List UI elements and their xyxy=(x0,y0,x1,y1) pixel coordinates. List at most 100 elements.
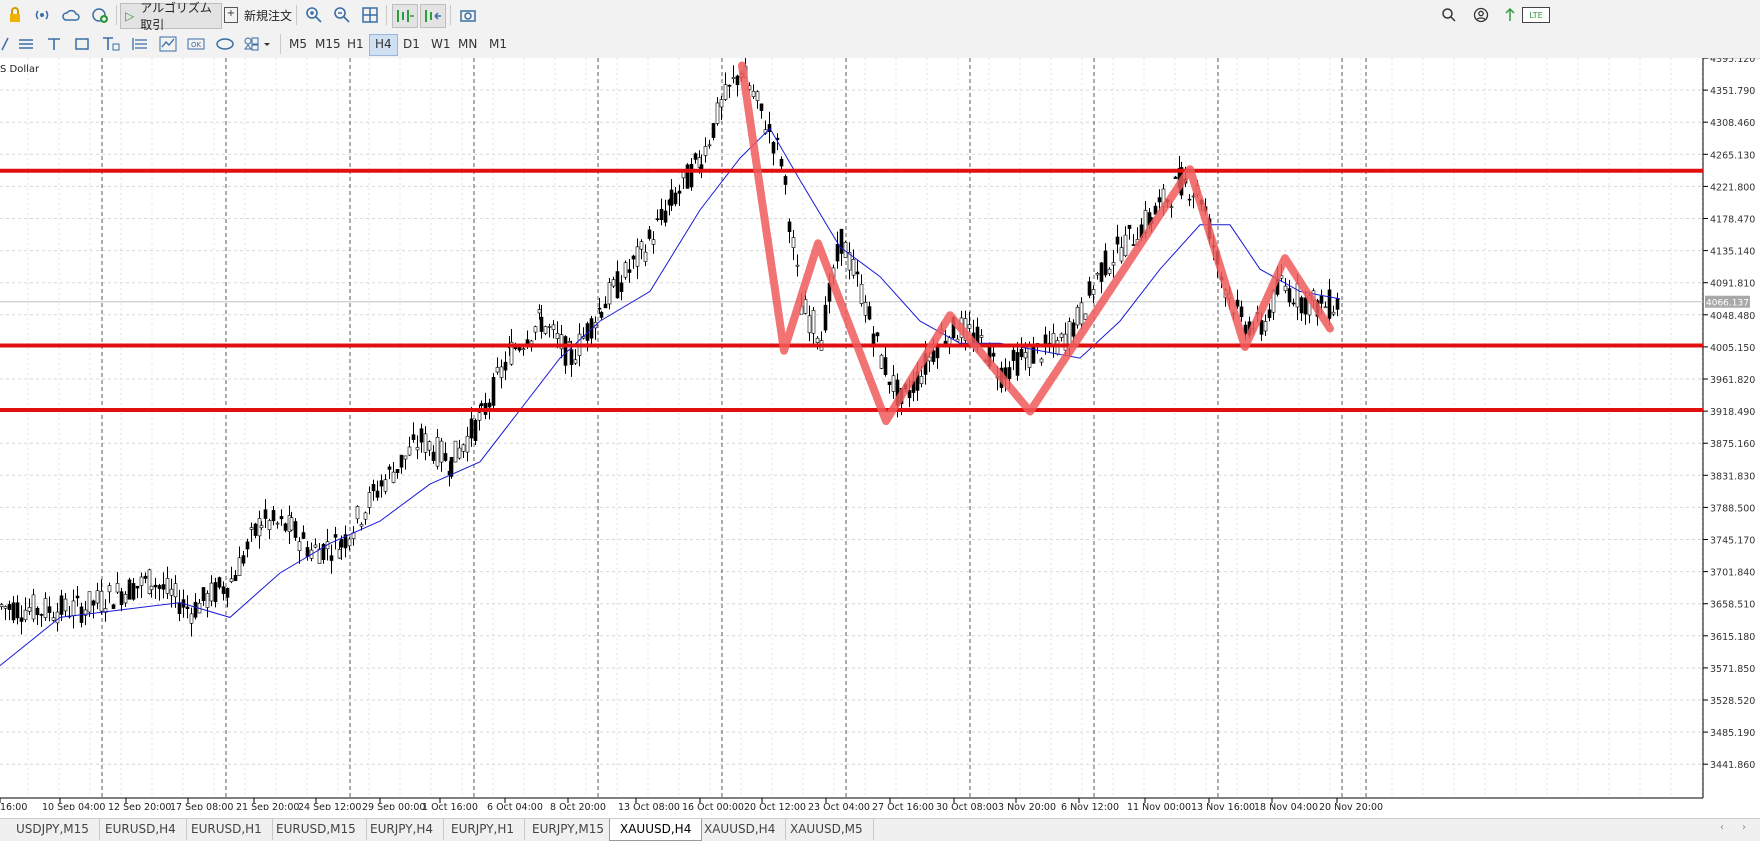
signal-icon[interactable] xyxy=(32,6,52,24)
time-axis-label: 20 Nov 20:00 xyxy=(1319,802,1383,810)
new-order-icon: + xyxy=(224,7,238,23)
price-axis-label: 4308.460 xyxy=(1710,118,1755,129)
price-axis-label: 4395.120 xyxy=(1710,58,1755,65)
price-axis-label: 4221.800 xyxy=(1710,182,1755,193)
chart-canvas[interactable]: 4395.120 4351.790 4308.460 4265.130 4221.800… xyxy=(0,58,1760,810)
price-axis-label: 3658.510 xyxy=(1710,600,1755,611)
time-axis-label: 6 Oct 04:00 xyxy=(487,802,543,810)
tab-eurjpy-m15[interactable]: EURJPY,M15 xyxy=(522,819,615,840)
tab-eurusd-h1[interactable]: EURUSD,H1 xyxy=(181,819,273,840)
zoom-out-icon[interactable] xyxy=(332,5,352,25)
price-axis-label: 3875.160 xyxy=(1710,439,1755,450)
search-icon[interactable] xyxy=(1440,6,1458,24)
time-axis-label: 8 Oct 20:00 xyxy=(550,802,606,810)
price-axis-label: 4005.150 xyxy=(1710,343,1755,354)
new-order-label: 新規注文 xyxy=(244,8,293,23)
grid-icon[interactable] xyxy=(360,5,380,25)
zoom-in-icon[interactable] xyxy=(304,5,324,25)
time-axis-label: 24 Sep 12:00 xyxy=(298,802,361,810)
battery-label: LTE xyxy=(1529,10,1543,20)
price-axis-label: 3961.820 xyxy=(1710,375,1755,386)
ok-button-icon[interactable]: OK xyxy=(186,36,206,52)
tab-xauusd-h4[interactable]: XAUUSD,H4 xyxy=(694,819,787,840)
ellipse-icon[interactable] xyxy=(214,35,236,53)
timeframe-h4[interactable]: H4 xyxy=(369,34,398,56)
time-axis-label: 6 Nov 12:00 xyxy=(1061,802,1119,810)
price-axis-label: 3745.170 xyxy=(1710,536,1755,547)
timeframe-mn[interactable]: MN xyxy=(458,37,478,51)
tab-xauusd-h4-active[interactable]: XAUUSD,H4 xyxy=(609,819,703,841)
current-price-label: 4066.137 xyxy=(1706,299,1749,309)
time-axis-label: 20 Oct 12:00 xyxy=(744,802,806,810)
tab-eurjpy-h4[interactable]: EURJPY,H4 xyxy=(360,819,445,840)
price-axis-label: 4351.790 xyxy=(1710,86,1755,97)
shapes-dropdown-icon[interactable] xyxy=(242,35,272,53)
cloud-icon[interactable] xyxy=(60,6,82,24)
autoscroll-icon[interactable] xyxy=(420,4,446,28)
rectangle-icon[interactable] xyxy=(72,35,92,53)
chart-tabs: USDJPY,M15 EURUSD,H4 EURUSD,H1 EURUSD,M1… xyxy=(0,818,1760,841)
timeframe-d1[interactable]: D1 xyxy=(403,37,420,51)
chart-shift-icon[interactable] xyxy=(392,4,418,28)
timeframe-m1[interactable]: M1 xyxy=(489,37,507,51)
lock-icon[interactable] xyxy=(6,6,24,24)
time-axis-label: 23 Oct 04:00 xyxy=(808,802,870,810)
time-axis-label: 13 Nov 16:00 xyxy=(1191,802,1255,810)
tab-scroll-left-icon[interactable]: ‹ xyxy=(1720,822,1724,833)
price-axis-label: 4265.130 xyxy=(1710,150,1755,161)
time-axis-label: 21 Sep 20:00 xyxy=(236,802,299,810)
price-axis-label: 3528.520 xyxy=(1710,696,1755,707)
tab-eurjpy-h1[interactable]: EURJPY,H1 xyxy=(441,819,526,840)
price-axis-label: 3485.190 xyxy=(1710,728,1755,739)
svg-text:OK: OK xyxy=(191,41,202,49)
new-order-button[interactable]: + 新規注文 xyxy=(224,3,292,27)
price-axis-label: 4091.810 xyxy=(1710,279,1755,290)
price-axis-label: 4178.470 xyxy=(1710,215,1755,226)
time-axis-label: 3 Nov 20:00 xyxy=(998,802,1056,810)
tab-eurusd-m15[interactable]: EURUSD,M15 xyxy=(266,819,367,840)
screenshot-icon[interactable] xyxy=(458,5,478,25)
horizontal-lines-icon[interactable] xyxy=(16,35,36,53)
tab-eurusd-h4[interactable]: EURUSD,H4 xyxy=(95,819,187,840)
timeframe-m5[interactable]: M5 xyxy=(289,37,307,51)
timeframe-w1[interactable]: W1 xyxy=(431,37,451,51)
algo-trading-button[interactable]: ▷ アルゴリズム取引 xyxy=(120,1,222,32)
price-axis-label: 3701.840 xyxy=(1710,568,1755,579)
timeframe-h1[interactable]: H1 xyxy=(347,37,364,51)
price-axis-label: 3571.850 xyxy=(1710,664,1755,675)
play-icon: ▷ xyxy=(125,9,135,23)
tab-usdjpy-m15[interactable]: USDJPY,M15 xyxy=(6,819,100,840)
time-axis-label: 30 Oct 08:00 xyxy=(936,802,998,810)
time-axis-label: 13 Oct 08:00 xyxy=(618,802,680,810)
price-axis-label: 3788.500 xyxy=(1710,503,1755,514)
drawing-toolbar: OK M5 M15 H1 H4 D1 W1 MN M1 xyxy=(0,30,1760,59)
chart-title: S Dollar xyxy=(0,64,40,75)
text-icon[interactable] xyxy=(44,35,64,53)
tab-xauusd-m5[interactable]: XAUUSD,M5 xyxy=(780,819,874,840)
connection-icon[interactable] xyxy=(1502,5,1518,25)
line-tool-icon[interactable] xyxy=(0,36,10,52)
time-axis-label: 29 Sep 00:00 xyxy=(362,802,425,810)
time-axis-label: 27 Oct 16:00 xyxy=(872,802,934,810)
timeframe-m15[interactable]: M15 xyxy=(315,37,341,51)
price-axis-label: 3615.180 xyxy=(1710,632,1755,643)
account-icon[interactable] xyxy=(1472,6,1490,24)
time-axis-label: 12 Sep 20:00 xyxy=(108,802,171,810)
price-axis-label: 3441.860 xyxy=(1710,760,1755,771)
price-axis-label: 4135.140 xyxy=(1710,247,1755,258)
time-axis-label: 1 Oct 16:00 xyxy=(422,802,478,810)
main-toolbar: ▷ アルゴリズム取引 + 新規注文 LTE xyxy=(0,0,1760,32)
indicator-icon[interactable] xyxy=(158,35,178,53)
globe-add-icon[interactable] xyxy=(90,5,110,25)
price-axis-label: 3918.490 xyxy=(1710,407,1755,418)
time-axis-label: 16:00 xyxy=(0,802,27,810)
tab-scroll-right-icon[interactable]: › xyxy=(1742,822,1746,833)
time-axis-label: 16 Oct 00:00 xyxy=(682,802,744,810)
time-axis-label: 10 Sep 04:00 xyxy=(42,802,105,810)
time-axis-label: 11 Nov 00:00 xyxy=(1127,802,1191,810)
fibo-icon[interactable] xyxy=(130,35,150,53)
price-axis-label: 3831.830 xyxy=(1710,471,1755,482)
price-chart[interactable]: 4395.120 4351.790 4308.460 4265.130 4221.800… xyxy=(0,58,1760,810)
time-axis-label: 17 Sep 08:00 xyxy=(170,802,233,810)
text-label-icon[interactable] xyxy=(100,35,122,53)
